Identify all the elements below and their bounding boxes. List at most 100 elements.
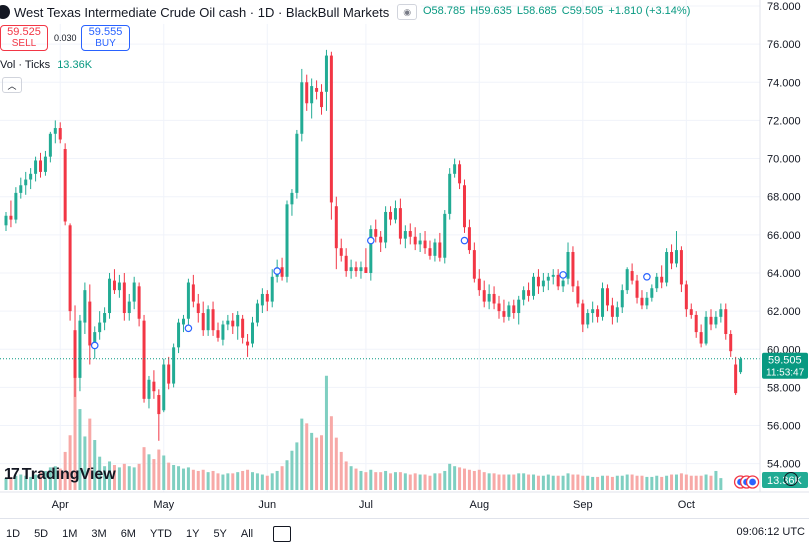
candle-body [43, 156, 47, 172]
candle [14, 187, 18, 224]
candle-body [108, 278, 112, 314]
candle [349, 259, 353, 279]
volume-bar [477, 469, 481, 490]
volume-bar [103, 466, 107, 490]
volume-bar [127, 466, 131, 490]
event-marker[interactable] [184, 324, 193, 333]
calendar-icon[interactable] [273, 526, 292, 542]
candle-body [127, 301, 131, 314]
volume-legend[interactable]: Vol · Ticks 13.36K [0, 59, 92, 71]
range-all[interactable]: All [240, 528, 254, 540]
volume-bar [650, 476, 654, 490]
volume-bar [19, 474, 23, 490]
volume-bar [251, 472, 254, 490]
candle-body [576, 286, 580, 304]
price-chart[interactable]: 54.00056.00058.00060.00062.00064.00066.0… [0, 0, 809, 518]
candle [122, 272, 126, 321]
candle [324, 49, 328, 111]
volume-bar [546, 474, 550, 490]
volume-bar [201, 469, 205, 490]
price-axis[interactable]: 54.00056.00058.00060.00062.00064.00066.0… [759, 0, 801, 492]
candle-body [532, 276, 536, 296]
candle-body [191, 284, 195, 302]
event-marker[interactable] [367, 236, 375, 245]
range-1y[interactable]: 1Y [185, 528, 200, 540]
event-markers[interactable] [90, 236, 760, 489]
symbol-title[interactable]: West Texas Intermediate Crude Oil cash ·… [14, 4, 390, 20]
candle [63, 143, 67, 226]
range-ytd[interactable]: YTD [149, 528, 172, 540]
price-tick-label: 78.000 [767, 1, 801, 13]
price-tick-label: 68.000 [767, 192, 801, 204]
eye-icon[interactable]: ◉ [397, 4, 418, 20]
candle [477, 269, 481, 296]
volume-bar [39, 472, 43, 490]
candle [605, 284, 609, 312]
candle-body [255, 303, 259, 323]
candle [9, 200, 13, 228]
volume-bar [88, 418, 92, 490]
volume-bar [522, 473, 526, 490]
candle-body [630, 271, 634, 281]
volume-bar [29, 476, 33, 490]
gear-icon[interactable] [784, 472, 798, 486]
range-3m[interactable]: 3M [91, 528, 107, 540]
range-5y[interactable]: 5Y [213, 528, 227, 540]
candle [216, 322, 220, 342]
range-5d[interactable]: 5D [34, 528, 49, 540]
buy-button[interactable]: 59.555 BUY [81, 25, 130, 51]
event-marker[interactable] [643, 272, 651, 281]
price-tick-label: 72.000 [767, 115, 801, 127]
volume-bar [236, 472, 240, 490]
sell-button[interactable]: 59.525 SELL [0, 25, 48, 51]
event-marker[interactable] [460, 236, 469, 245]
candle-body [472, 250, 476, 279]
volume-bar [290, 450, 294, 490]
event-marker[interactable] [90, 341, 99, 350]
candle-body [320, 91, 324, 108]
event-marker[interactable] [559, 271, 567, 279]
volume-bar [4, 478, 8, 490]
candle-body [536, 276, 540, 287]
candle-body [665, 252, 669, 283]
candle [625, 267, 629, 294]
utc-clock[interactable]: 09:06:12 UTC [736, 526, 805, 538]
candle [517, 295, 521, 325]
candle [167, 356, 171, 390]
time-axis[interactable]: Apr May Jun Jul Aug Sep Oct [0, 491, 809, 511]
candle-body [142, 320, 146, 399]
event-marker[interactable] [273, 267, 281, 275]
candle [389, 206, 393, 226]
candle-body [167, 364, 171, 384]
volume-bar [704, 474, 708, 490]
volume-bar [536, 475, 540, 490]
range-6m[interactable]: 6M [120, 528, 136, 540]
range-1m[interactable]: 1M [62, 528, 78, 540]
buy-label: BUY [95, 38, 116, 49]
candle-body [310, 86, 314, 104]
candle [497, 295, 501, 319]
range-1d[interactable]: 1D [6, 528, 21, 540]
volume-bar [162, 455, 166, 490]
volume-bar [93, 440, 97, 490]
volume-bar [206, 472, 210, 490]
ohlc-open: O58.785 [423, 5, 466, 17]
tradingview-logo[interactable]: 17 TradingView [4, 466, 116, 484]
candle-body [63, 149, 67, 222]
candle [566, 242, 570, 285]
volume-bar [601, 475, 605, 490]
volume-bar [532, 474, 536, 490]
candle [665, 248, 669, 287]
chevron-up-icon[interactable]: ︿ [2, 77, 22, 93]
last-price-badge [762, 352, 808, 379]
tradingview-logo-text: TradingView [21, 466, 116, 483]
candle-body [398, 208, 402, 239]
volume-bar [679, 473, 683, 490]
candle [398, 198, 402, 245]
volume-bar [231, 473, 235, 490]
volume-bar [418, 474, 422, 490]
last-price-value: 59.505 [768, 355, 802, 367]
candle-body [384, 211, 388, 243]
candle [393, 200, 397, 224]
symbol-header[interactable]: West Texas Intermediate Crude Oil cash ·… [0, 0, 422, 24]
